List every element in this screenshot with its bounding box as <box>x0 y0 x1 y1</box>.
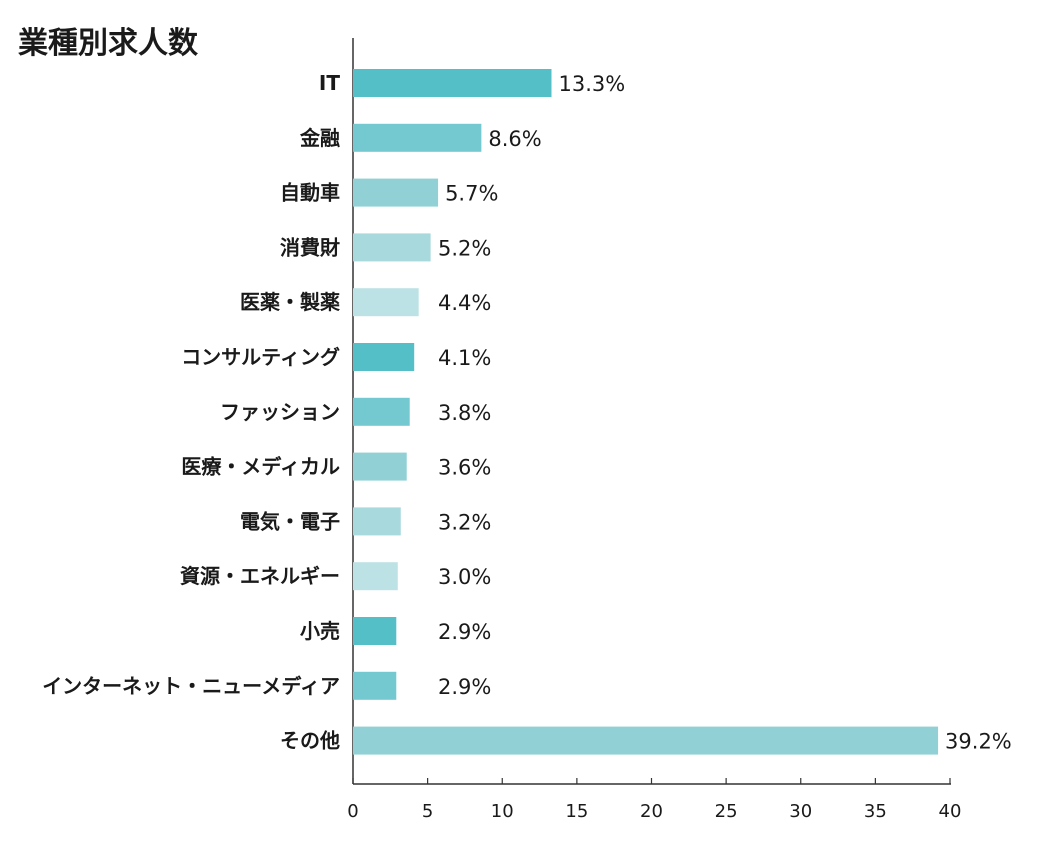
x-tick-label: 10 <box>491 801 514 822</box>
bar <box>353 343 415 371</box>
x-tick-label: 40 <box>939 801 962 822</box>
bar <box>353 507 401 536</box>
bar <box>353 123 482 152</box>
category-label: コンサルティング <box>181 345 340 369</box>
value-label: 4.4% <box>438 291 491 315</box>
category-label: 小売 <box>300 619 340 643</box>
bar <box>353 397 410 426</box>
bar <box>353 233 431 262</box>
category-label: インターネット・ニューメディア <box>42 674 340 698</box>
category-label: その他 <box>280 729 340 753</box>
chart-bars <box>353 69 939 755</box>
category-label: IT <box>319 71 340 95</box>
category-label: 自動車 <box>280 181 340 205</box>
x-tick-label: 15 <box>565 801 588 822</box>
value-label: 39.2% <box>945 730 1012 754</box>
chart-title: 業種別求人数 <box>18 26 198 61</box>
bar <box>353 671 397 700</box>
category-label: 医療・メディカル <box>181 455 340 479</box>
bar <box>353 452 407 481</box>
x-tick-label: 25 <box>715 801 738 822</box>
value-label: 4.1% <box>438 346 491 370</box>
x-tick-label: 20 <box>640 801 663 822</box>
category-label: ファッション <box>220 400 340 424</box>
x-tick-label: 5 <box>422 801 433 822</box>
value-label: 3.6% <box>438 456 491 480</box>
x-tick-label: 30 <box>789 801 812 822</box>
value-label: 2.9% <box>438 675 491 699</box>
category-label: 金融 <box>299 126 340 150</box>
value-label: 5.2% <box>438 236 491 260</box>
value-label: 3.2% <box>438 510 491 534</box>
category-label: 電気・電子 <box>240 509 340 533</box>
bar <box>353 726 939 755</box>
value-label: 8.6% <box>488 127 541 151</box>
value-label: 3.0% <box>438 565 491 589</box>
bar <box>353 178 439 207</box>
value-label: 2.9% <box>438 620 491 644</box>
category-label: 医薬・製薬 <box>240 290 340 314</box>
value-label: 13.3% <box>559 72 626 96</box>
bar <box>353 288 419 317</box>
bar <box>353 562 398 591</box>
category-label: 資源・エネルギー <box>180 564 340 588</box>
chart-axes: 0 5 10 15 20 25 30 35 40 <box>347 38 961 822</box>
bar <box>353 69 552 97</box>
category-label: 消費財 <box>280 235 340 259</box>
value-label: 3.8% <box>438 401 491 425</box>
chart-labels: IT 13.3% 金融 8.6% 自動車 5.7% 消費財 5.2% 医薬・製薬 4.4% コンサル… <box>42 71 1012 754</box>
value-label: 5.7% <box>445 182 498 206</box>
x-tick-label: 35 <box>864 801 887 822</box>
x-tick-label: 0 <box>347 801 358 822</box>
bar <box>353 617 397 645</box>
